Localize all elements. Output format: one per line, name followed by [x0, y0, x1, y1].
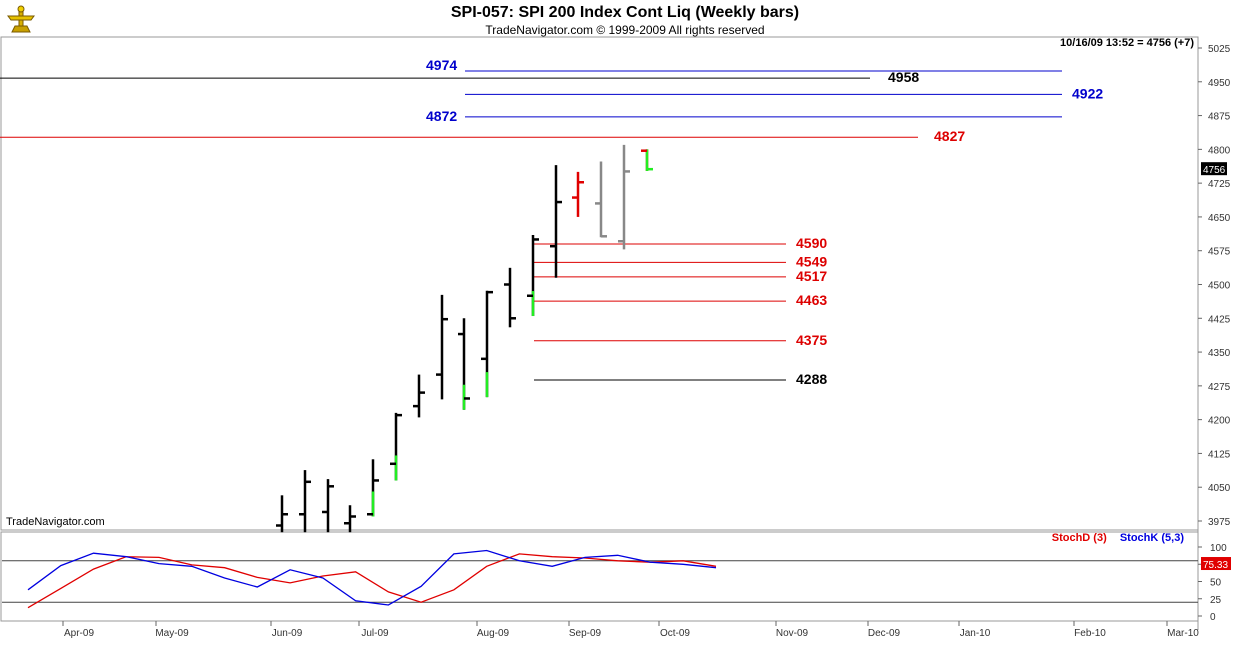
ind-tick-label: 100 [1210, 543, 1227, 554]
price-bar [527, 234, 539, 317]
price-bar [481, 290, 493, 398]
x-tick-label: Sep-09 [569, 628, 602, 639]
x-tick-label: Aug-09 [477, 628, 510, 639]
y-tick-label: 4650 [1208, 213, 1231, 224]
price-bar [572, 171, 584, 217]
stoch-value-tag [1201, 557, 1231, 571]
stoch-line-stochk [27, 549, 717, 606]
level-label-4463: 4463 [796, 292, 827, 308]
y-tick-label: 4050 [1208, 483, 1231, 494]
price-bar [458, 318, 470, 410]
last-price-tag [1201, 162, 1227, 176]
y-tick-label: 4500 [1208, 281, 1231, 292]
ind-tick-label: 50 [1210, 578, 1222, 589]
level-label-4590: 4590 [796, 235, 827, 251]
y-tick-label: 4875 [1208, 112, 1231, 123]
price-bar [322, 479, 334, 533]
level-label-4517: 4517 [796, 268, 827, 284]
legend-stochk: StochK (5,3) [1119, 532, 1184, 544]
x-tick-label: Apr-09 [64, 628, 94, 639]
level-label-4872: 4872 [426, 108, 457, 124]
y-tick-label: 4425 [1208, 314, 1231, 325]
x-tick-label: Jun-09 [272, 628, 303, 639]
price-bar [436, 294, 448, 400]
level-label-4958: 4958 [888, 69, 919, 85]
x-tick-label: Feb-10 [1074, 628, 1106, 639]
price-bar [276, 495, 288, 533]
level-label-4375: 4375 [796, 332, 827, 348]
y-tick-label: 5025 [1208, 44, 1231, 55]
tradenavigator-logo [4, 4, 38, 36]
x-tick-label: Jan-10 [960, 628, 991, 639]
x-tick-label: Mar-10 [1167, 628, 1199, 639]
y-tick-label: 4950 [1208, 78, 1231, 89]
x-tick-label: Nov-09 [776, 628, 809, 639]
legend-stochd: StochD (3) [1051, 532, 1107, 544]
y-tick-label: 4275 [1208, 382, 1231, 393]
level-label-4922: 4922 [1072, 85, 1103, 101]
y-tick-label: 4350 [1208, 348, 1231, 359]
level-label-4288: 4288 [796, 371, 827, 387]
price-bar [641, 149, 653, 171]
y-tick-label: 4575 [1208, 247, 1231, 258]
x-tick-label: Dec-09 [868, 628, 901, 639]
price-bar [299, 470, 311, 533]
y-tick-label: 4800 [1208, 145, 1231, 156]
indicator-legend: StochD (3) StochK (5,3) [1042, 532, 1184, 544]
price-bar [390, 412, 402, 481]
chart-title: SPI-057: SPI 200 Index Cont Liq (Weekly … [450, 4, 800, 21]
stoch-line-stochd [27, 553, 717, 609]
price-bar [504, 267, 516, 328]
level-label-4827: 4827 [934, 128, 965, 144]
price-bar [413, 374, 425, 418]
price-bar [367, 459, 379, 517]
price-bar [595, 161, 607, 238]
x-tick-label: Oct-09 [660, 628, 690, 639]
y-tick-label: 3975 [1208, 517, 1231, 528]
y-tick-label: 4125 [1208, 449, 1231, 460]
x-tick-label: May-09 [155, 628, 189, 639]
copyright-text: TradeNavigator.com © 1999-2009 All right… [485, 23, 765, 37]
level-label-4549: 4549 [796, 253, 827, 269]
price-bar [618, 144, 630, 250]
price-bar [344, 505, 356, 533]
ind-tick-label: 0 [1210, 612, 1216, 623]
ind-tick-label: 25 [1210, 595, 1222, 606]
last-price-label: 4756 [1203, 165, 1226, 176]
y-tick-label: 4725 [1208, 179, 1231, 190]
price-bar [550, 165, 562, 278]
stoch-value-label: 75.33 [1203, 560, 1228, 571]
quote-readout: 10/16/09 13:52 = 4756 (+7) [1060, 37, 1194, 49]
level-label-4974: 4974 [426, 57, 457, 73]
y-tick-label: 4200 [1208, 416, 1231, 427]
x-tick-label: Jul-09 [361, 628, 389, 639]
watermark-text: TradeNavigator.com [6, 516, 105, 528]
